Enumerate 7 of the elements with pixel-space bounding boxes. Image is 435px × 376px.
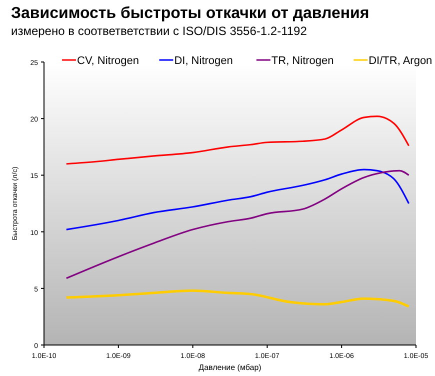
- x-axis-title: Давление (мбар): [198, 363, 262, 372]
- legend-label: DI/TR, Argon: [368, 55, 432, 67]
- legend-label: TR, Nitrogen: [271, 55, 334, 67]
- legend-label: CV, Nitrogen: [77, 55, 139, 67]
- chart-subtitle: измерено в соответветствии с ISO/DIS 3556-1.2-1192: [11, 24, 308, 38]
- chart-title: Зависимость быстроты откачки от давления: [11, 5, 370, 22]
- legend-label: DI, Nitrogen: [174, 55, 233, 67]
